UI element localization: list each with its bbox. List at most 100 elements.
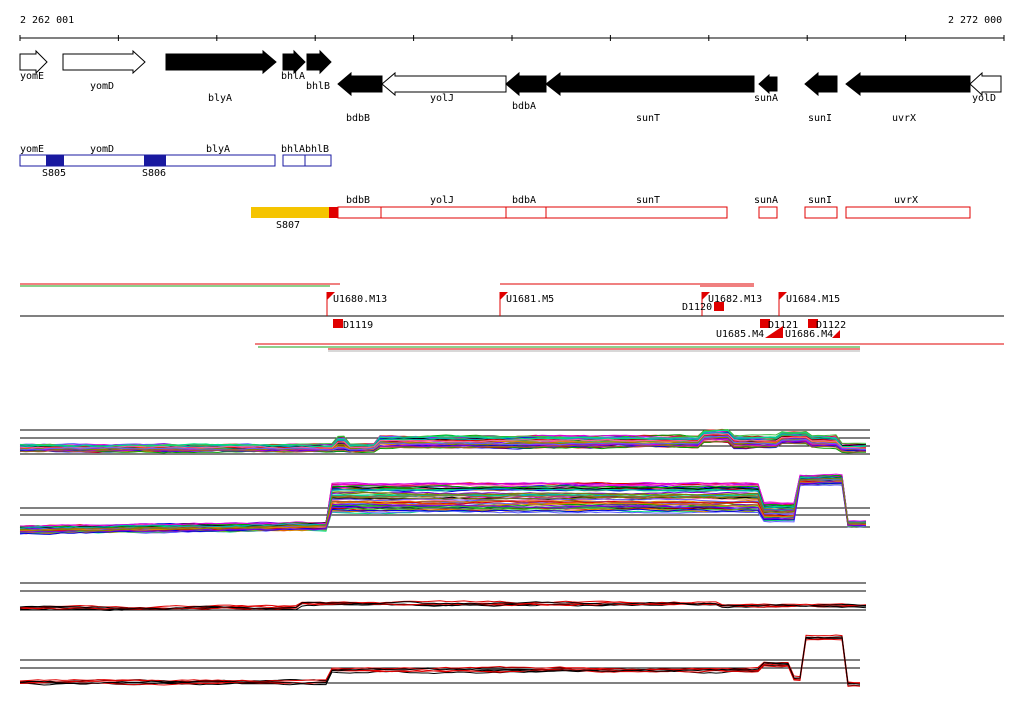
fwd-transcript-label-yomD: yomD	[90, 144, 114, 155]
gene-arrow-uvrX[interactable]	[845, 71, 971, 97]
forward-transcript-track: yomE yomD blyA bhlA bhlB S805 S806	[19, 144, 332, 179]
gene-arrow-sunT[interactable]	[545, 71, 755, 97]
gene-arrow-yolD[interactable]	[969, 71, 1002, 97]
site-block-S806[interactable]	[144, 155, 166, 166]
flag-U1681-M5[interactable]	[500, 292, 508, 300]
feature-label-U1680-M13: U1680.M13	[333, 294, 387, 305]
gene-label-bhlA: bhlA	[281, 71, 305, 82]
prof2-series	[19, 476, 867, 529]
prof2-series	[19, 481, 867, 532]
rev-transcript-label-sunI: sunI	[808, 195, 832, 206]
downshift-D1121[interactable]	[760, 319, 770, 328]
gene-label-sunA: sunA	[754, 93, 778, 104]
fwd-transcript-label-bhlB: bhlB	[305, 144, 329, 155]
promoter-block-S807[interactable]	[251, 207, 329, 218]
gene-label-yolD: yolD	[972, 93, 996, 104]
prof4-series	[19, 636, 860, 685]
prof2-series	[19, 480, 867, 532]
feature-label-U1681-M5: U1681.M5	[506, 294, 554, 305]
prof4-series	[19, 636, 861, 685]
feature-label-U1682-M13: U1682.M13	[708, 294, 762, 305]
gene-label-yolJ: yolJ	[430, 93, 454, 104]
gene-label-bhlB: bhlB	[306, 81, 330, 92]
coordinate-ruler: 2 262 001 2 272 000	[19, 15, 1005, 41]
prof1-series	[19, 435, 867, 451]
downshift-D1122[interactable]	[808, 319, 818, 328]
rev-transcript-box-3[interactable]	[804, 206, 838, 219]
rev-transcript-label-sunA: sunA	[754, 195, 778, 206]
rev-transcript-label-uvrX: uvrX	[894, 195, 918, 206]
rev-transcript-label-bdbA: bdbA	[512, 195, 536, 206]
prof4-series	[19, 638, 861, 687]
prof4-series	[19, 637, 861, 687]
site-block-S805[interactable]	[46, 155, 64, 166]
prof1-series	[20, 437, 867, 452]
expression-profile-red-black-2	[19, 634, 861, 687]
gene-arrow-bdbB[interactable]	[337, 71, 383, 97]
site-label-S806: S806	[142, 168, 166, 179]
rev-transcript-box-1[interactable]	[337, 206, 728, 219]
gene-label-blyA: blyA	[208, 93, 232, 104]
feature-label-U1684-M15: U1684.M15	[786, 294, 840, 305]
flag-U1682-M13[interactable]	[702, 292, 710, 300]
prof1-series	[19, 429, 867, 448]
prof2-series	[19, 481, 867, 533]
prof4-series	[19, 634, 860, 684]
expression-profile-multicolor-2	[19, 473, 870, 535]
gene-label-bdbB: bdbB	[346, 113, 370, 124]
feature-label-D1121: D1121	[768, 320, 798, 331]
gene-arrow-sunI[interactable]	[804, 71, 838, 97]
gene-label-sunI: sunI	[808, 113, 832, 124]
fwd-transcript-label-blyA: blyA	[206, 144, 230, 155]
feature-label-U1685-M4: U1685.M4	[716, 329, 764, 340]
fwd-transcript-box-2[interactable]	[282, 154, 332, 167]
gene-label-sunT: sunT	[636, 113, 660, 124]
gene-label-yomE: yomE	[20, 71, 44, 82]
prof3-series	[19, 601, 867, 610]
site-label-S805: S805	[42, 168, 66, 179]
prof2-series	[19, 473, 867, 527]
flag-U1684-M15[interactable]	[779, 292, 787, 300]
feature-label-U1686-M4: U1686.M4	[785, 329, 833, 340]
rev-transcript-label-bdbB: bdbB	[346, 195, 370, 206]
prof2-series	[19, 476, 867, 532]
prof2-series	[19, 479, 867, 531]
gene-arrow-yolJ[interactable]	[381, 71, 507, 97]
feature-label-D1122: D1122	[816, 320, 846, 331]
ruler-start-label: 2 262 001	[20, 15, 74, 26]
expression-profile-multicolor-1	[19, 428, 870, 455]
expression-profile-red-black-1	[19, 582, 867, 612]
promoter-red-mark	[329, 207, 338, 218]
reverse-transcript-track: bdbB yolJ bdbA sunT sunA sunI uvrX S807	[251, 195, 971, 231]
fwd-transcript-label-bhlA: bhlA	[281, 144, 305, 155]
rev-transcript-box-2[interactable]	[758, 206, 778, 219]
gene-label-bdbA: bdbA	[512, 101, 536, 112]
gene-arrow-blyA[interactable]	[165, 49, 277, 75]
gene-label-yomD: yomD	[90, 81, 114, 92]
downshift-D1119[interactable]	[333, 319, 343, 328]
flag-U1680-M13[interactable]	[327, 292, 335, 300]
flag-U1685-M4[interactable]	[765, 326, 783, 338]
rev-transcript-box-4[interactable]	[845, 206, 971, 219]
feature-track: U1680.M13 U1681.M5 U1682.M13 U1684.M15 D…	[20, 283, 1004, 352]
prof2-series	[19, 478, 867, 532]
gene-arrow-yomD[interactable]	[62, 49, 146, 75]
gene-arrow-bdbA[interactable]	[505, 71, 547, 97]
gene-label-uvrX: uvrX	[892, 113, 916, 124]
flag-U1686-M4[interactable]	[832, 330, 840, 338]
promoter-label-S807: S807	[276, 220, 300, 231]
downshift-D1120[interactable]	[714, 302, 724, 311]
feature-label-D1120: D1120	[682, 302, 712, 313]
gene-arrow-bhlB[interactable]	[306, 49, 332, 75]
ruler-end-label: 2 272 000	[948, 15, 1002, 26]
rev-transcript-label-yolJ: yolJ	[430, 195, 454, 206]
gene-track: yomE yomD blyA bhlA bhlB bdbB yolJ bdbA …	[19, 49, 1002, 124]
fwd-transcript-label-yomE: yomE	[20, 144, 44, 155]
prof1-series	[19, 440, 866, 453]
gene-arrow-yomE[interactable]	[19, 49, 48, 75]
gene-arrow-sunA[interactable]	[758, 73, 778, 95]
feature-label-D1119: D1119	[343, 320, 373, 331]
gene-arrow-bhlA[interactable]	[282, 49, 306, 75]
prof1-series	[19, 433, 867, 449]
